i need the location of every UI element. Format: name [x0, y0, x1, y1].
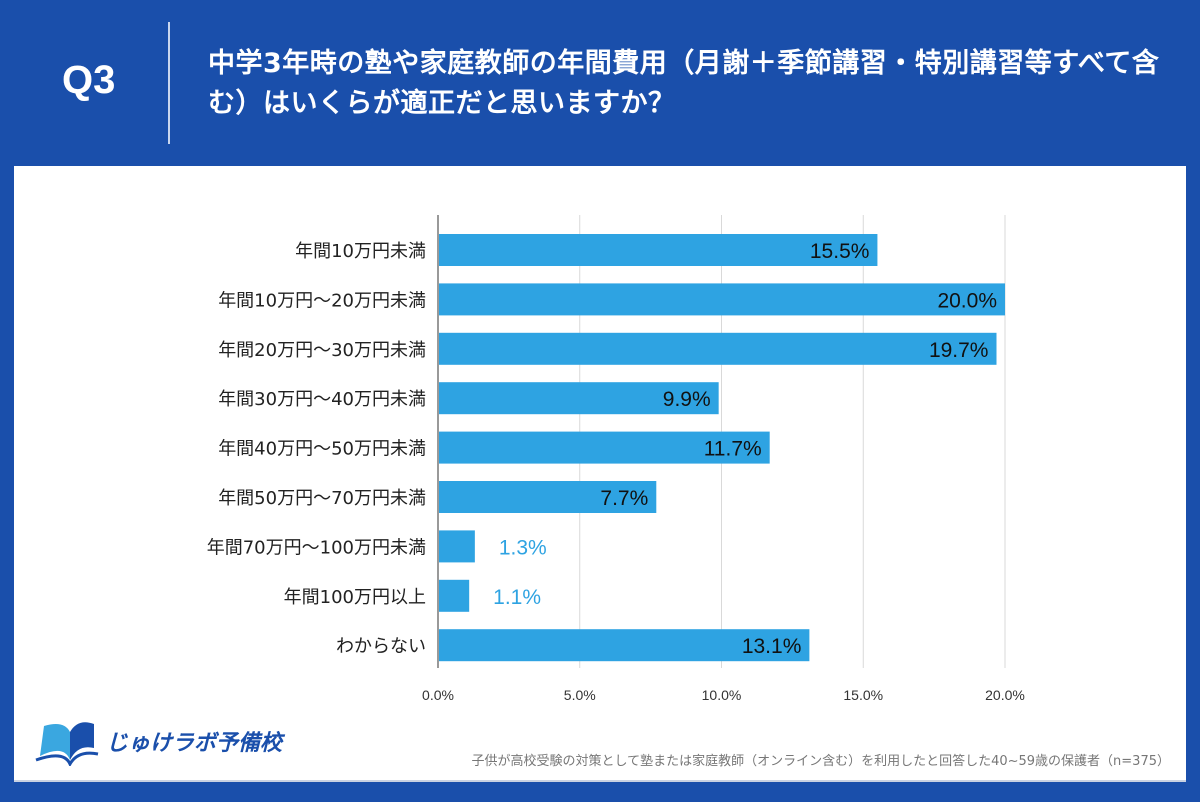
x-tick-label: 5.0%	[564, 687, 596, 703]
data-label: 13.1%	[742, 635, 802, 658]
category-label: 年間40万円～50万円未満	[218, 439, 426, 460]
question-number: Q3	[62, 58, 116, 102]
question-title: 中学3年時の塾や家庭教師の年間費用（月謝＋季節講習・特別講習等すべて含む）はいく…	[208, 48, 1160, 119]
bar	[439, 579, 470, 612]
category-label: 年間100万円以上	[284, 587, 426, 608]
data-label: 1.1%	[493, 586, 541, 609]
x-tick-label: 0.0%	[422, 687, 454, 703]
category-label: わからない	[336, 636, 426, 657]
data-label: 1.3%	[499, 536, 547, 559]
bar	[439, 382, 719, 415]
data-label: 7.7%	[600, 487, 648, 510]
logo-text: じゅけラボ予備校	[106, 731, 283, 756]
book-logo-icon	[35, 722, 99, 766]
bar	[439, 530, 475, 563]
category-label: 年間70万円～100万円未満	[207, 537, 426, 558]
sample-note: 子供が高校受験の対策として塾または家庭教師（オンライン含む）を利用したと回答した…	[471, 754, 1170, 769]
bar	[439, 332, 997, 365]
category-label: 年間20万円～30万円未満	[218, 340, 426, 361]
chart-panel	[14, 166, 1186, 782]
bar	[439, 481, 657, 513]
category-label: 年間10万円～20万円未満	[218, 290, 426, 311]
category-label: 年間50万円～70万円未満	[218, 488, 426, 509]
data-label: 11.7%	[704, 438, 762, 461]
x-tick-label: 15.0%	[843, 687, 883, 703]
data-label: 20.0%	[937, 289, 997, 312]
bar	[439, 234, 878, 266]
logo: じゅけラボ予備校	[34, 716, 282, 766]
x-tick-label: 20.0%	[985, 687, 1025, 703]
bar	[439, 629, 810, 662]
data-label: 9.9%	[663, 388, 711, 411]
x-tick-label: 10.0%	[702, 687, 742, 703]
bar	[439, 283, 1005, 316]
data-label: 15.5%	[810, 240, 870, 263]
data-label: 19.7%	[929, 339, 989, 362]
bar	[439, 431, 770, 464]
category-label: 年間30万円～40万円未満	[218, 389, 426, 410]
category-label: 年間10万円未満	[295, 241, 426, 262]
divider	[168, 22, 170, 144]
